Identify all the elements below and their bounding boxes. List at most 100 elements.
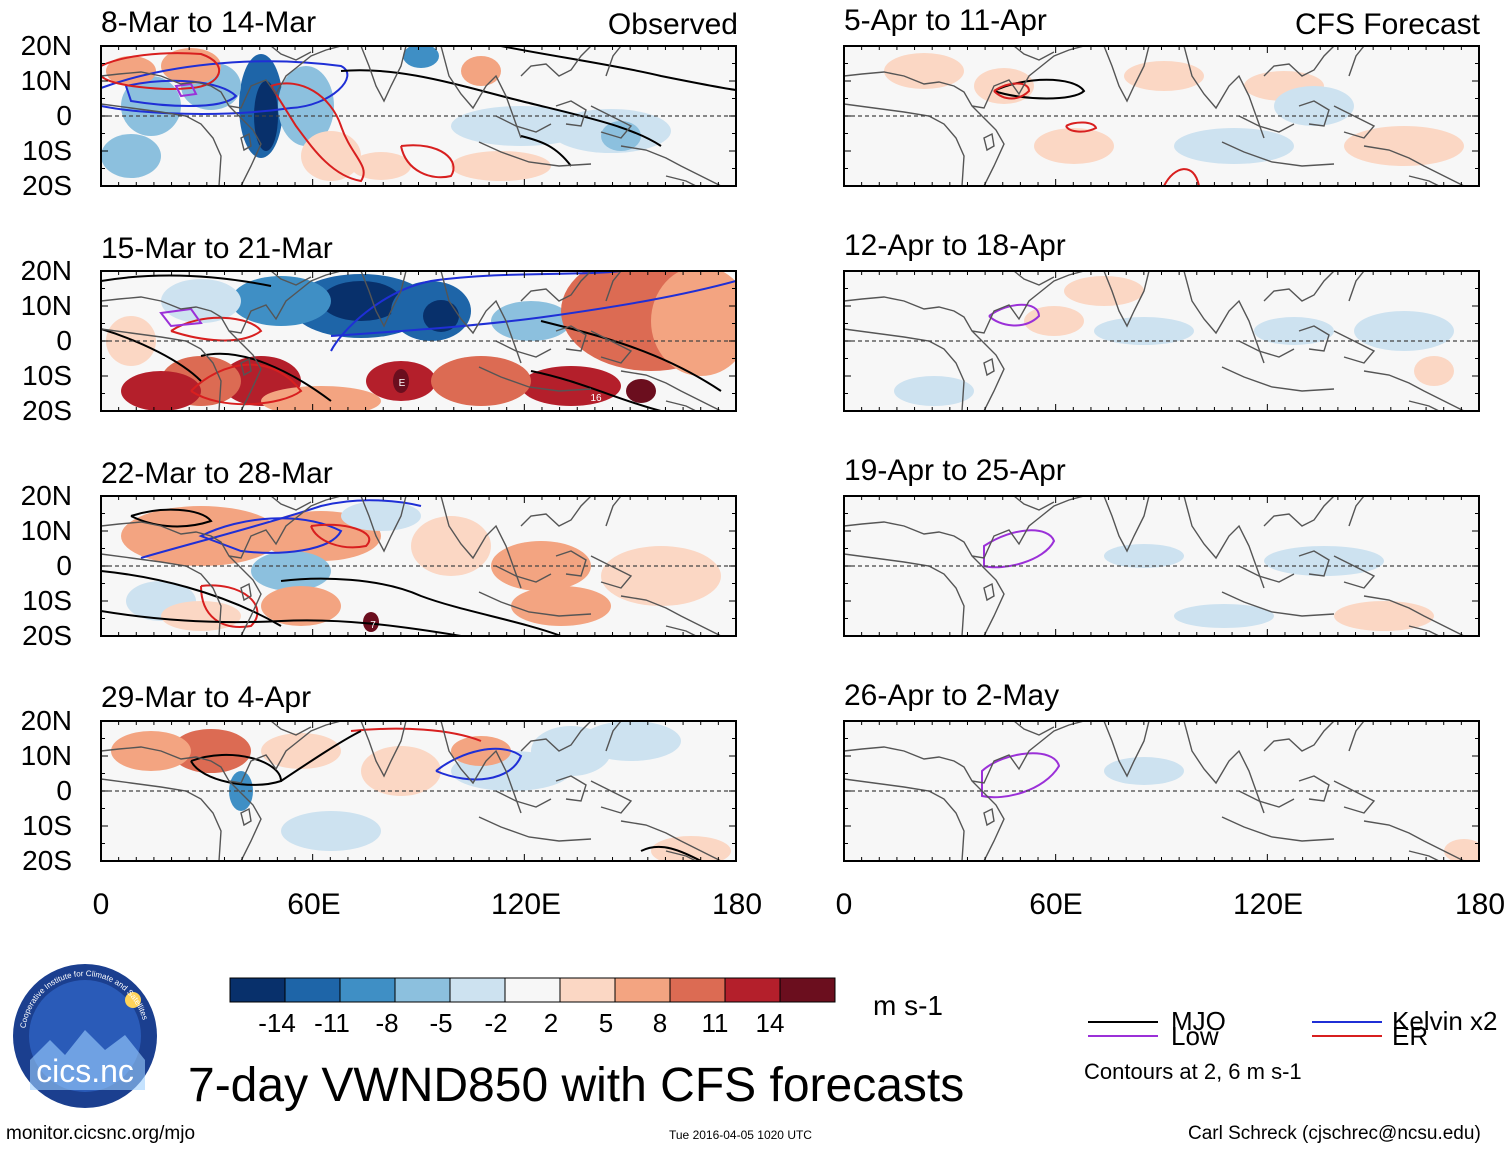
wind-anomaly bbox=[521, 366, 621, 406]
coastline bbox=[605, 496, 622, 527]
wind-anomaly bbox=[1104, 757, 1184, 785]
coastline bbox=[620, 820, 722, 861]
contour bbox=[170, 316, 263, 342]
wind-anomaly bbox=[281, 811, 381, 851]
observed-panel-title: 22-Mar to 28-Mar bbox=[101, 457, 333, 490]
coastline bbox=[360, 496, 407, 553]
contour bbox=[330, 280, 736, 337]
lat-label: 0 bbox=[56, 325, 72, 356]
footer-url[interactable]: monitor.cicsnc.org/mjo bbox=[6, 1123, 196, 1144]
coastline bbox=[844, 328, 965, 411]
colorbar-units: m s-1 bbox=[873, 990, 943, 1021]
colorbar-tick: -8 bbox=[375, 1008, 399, 1038]
contour bbox=[269, 82, 365, 183]
lon-label-right: 60E bbox=[1029, 888, 1083, 921]
wind-anomaly bbox=[461, 56, 501, 86]
lon-label-right: 120E bbox=[1232, 888, 1304, 921]
wind-anomaly bbox=[1094, 317, 1194, 345]
contour bbox=[988, 303, 1041, 327]
contour bbox=[310, 523, 370, 549]
coastline bbox=[101, 103, 222, 186]
contour bbox=[190, 363, 303, 406]
map-panel bbox=[101, 46, 736, 186]
coastline bbox=[101, 553, 222, 636]
coastline bbox=[1408, 625, 1440, 636]
coastline bbox=[1103, 46, 1150, 103]
coastline bbox=[983, 357, 995, 377]
coastline bbox=[520, 721, 592, 752]
coastline bbox=[1298, 100, 1330, 127]
wind-anomaly bbox=[423, 300, 459, 332]
coastline bbox=[844, 778, 965, 861]
coastline bbox=[1298, 325, 1330, 352]
contour bbox=[198, 517, 343, 554]
contour bbox=[200, 352, 332, 402]
colorbar-tick: 14 bbox=[755, 1008, 785, 1038]
coastline bbox=[555, 550, 587, 577]
colorbar-swatch bbox=[394, 977, 451, 1003]
coastline bbox=[1348, 271, 1365, 302]
contour bbox=[280, 577, 562, 636]
contour-note: Contours at 2, 6 m s-1 bbox=[1084, 1059, 1302, 1084]
wind-anomaly bbox=[491, 541, 591, 591]
lon-label-left: 0 bbox=[92, 888, 110, 921]
coastline bbox=[983, 582, 995, 602]
coastline bbox=[590, 555, 633, 589]
panel-content bbox=[844, 271, 1479, 411]
coastline bbox=[971, 271, 1085, 334]
wind-anomaly bbox=[321, 281, 401, 321]
coastline bbox=[520, 496, 592, 527]
coastline bbox=[1238, 340, 1295, 358]
legend-label-mjo: MJO bbox=[1171, 1006, 1226, 1036]
wind-anomaly bbox=[393, 369, 409, 393]
wind-anomaly bbox=[1344, 126, 1464, 166]
coastline bbox=[605, 721, 622, 752]
wind-anomaly bbox=[363, 612, 379, 632]
forecast-panel-title: 5-Apr to 11-Apr bbox=[844, 4, 1047, 37]
wind-anomaly bbox=[261, 586, 341, 626]
contour bbox=[280, 730, 362, 782]
footer-author[interactable]: Carl Schreck (cjschrec@ncsu.edu) bbox=[1188, 1123, 1481, 1144]
coastline bbox=[1183, 496, 1265, 589]
panel-content bbox=[844, 46, 1479, 186]
lat-label: 10N bbox=[20, 740, 72, 771]
coastline bbox=[1103, 271, 1150, 328]
coastline bbox=[1363, 595, 1465, 636]
lat-label: 10S bbox=[22, 810, 72, 841]
contour bbox=[101, 52, 221, 90]
wind-anomaly bbox=[511, 586, 611, 626]
coastline bbox=[665, 850, 697, 861]
legend-line-er bbox=[1312, 1035, 1382, 1037]
wind-anomaly bbox=[261, 386, 381, 411]
coastline bbox=[1013, 496, 1055, 511]
lat-label: 20S bbox=[22, 845, 72, 876]
colorbar-tick: 8 bbox=[652, 1008, 668, 1038]
coastline bbox=[844, 746, 1005, 861]
forecast-panel-title: 26-Apr to 2-May bbox=[844, 679, 1060, 712]
coastline bbox=[360, 271, 407, 328]
coastline bbox=[520, 46, 592, 77]
contour bbox=[640, 845, 702, 861]
map-panel bbox=[844, 721, 1479, 861]
contour bbox=[540, 320, 722, 392]
colorbar-swatch bbox=[779, 977, 836, 1003]
colorbar-tick: -14 bbox=[258, 1008, 296, 1038]
coastline bbox=[101, 296, 262, 411]
logo-mountains bbox=[30, 1030, 145, 1090]
coastline bbox=[270, 46, 312, 61]
coastline bbox=[1221, 366, 1335, 392]
coastline bbox=[605, 271, 622, 302]
lat-label: 20N bbox=[20, 30, 72, 61]
legend-label-kelvin: Kelvin x2 bbox=[1392, 1006, 1498, 1036]
panel-content: E 16 bbox=[101, 271, 736, 411]
wind-anomaly bbox=[894, 376, 974, 406]
colorbar-swatch bbox=[669, 977, 726, 1003]
contour bbox=[200, 584, 259, 628]
coastline bbox=[1238, 115, 1295, 133]
storm-label: 16 bbox=[590, 393, 602, 404]
coastline bbox=[1298, 775, 1330, 802]
wind-anomaly bbox=[111, 731, 191, 771]
contour bbox=[1065, 121, 1098, 133]
coastline bbox=[228, 721, 342, 784]
observed-panel-title: 29-Mar to 4-Apr bbox=[101, 681, 312, 714]
